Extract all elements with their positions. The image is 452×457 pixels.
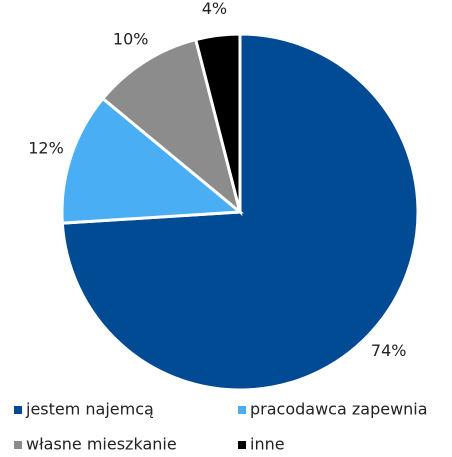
pie-slice <box>193 32 242 213</box>
legend-swatch <box>238 441 246 449</box>
value-label: 74% <box>371 341 407 360</box>
value-label: 12% <box>28 138 64 157</box>
legend-label: własne mieszkanie <box>26 435 177 454</box>
legend-label: jestem najemcą <box>25 400 154 419</box>
value-label: 10% <box>113 29 149 48</box>
legend-swatch <box>238 406 246 414</box>
value-label: 4% <box>202 0 227 18</box>
legend-label: inne <box>250 435 285 454</box>
legend-swatch <box>14 441 22 449</box>
pie-slice <box>60 96 244 225</box>
legend-swatch <box>14 406 22 414</box>
legend-label: pracodawca zapewnia <box>250 400 428 419</box>
